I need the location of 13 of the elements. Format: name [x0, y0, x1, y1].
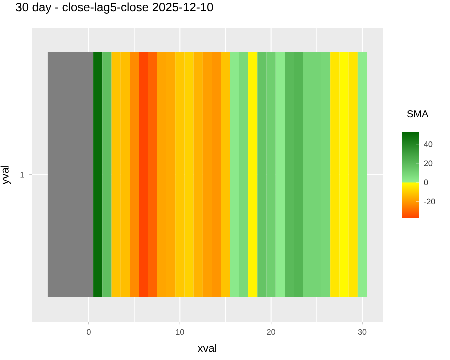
color-bar-label: 0: [424, 180, 428, 186]
x-tick-label: 30: [358, 329, 367, 336]
color-bar-label: 20: [424, 160, 433, 166]
x-tick-label: 0: [87, 329, 91, 336]
color-bar-label: -20: [424, 198, 436, 205]
x-tick-label: 10: [176, 329, 184, 336]
y-tick-label: 1: [20, 172, 24, 178]
x-tick-label: 20: [267, 329, 276, 336]
x-axis-title: xval: [198, 344, 216, 352]
color-bar-title: SMA: [407, 110, 429, 118]
y-axis-title: yval: [0, 166, 12, 185]
chart-title: 30 day - close-lag5-close 2025-12-10: [16, 2, 214, 14]
color-bar-label: 40: [424, 142, 433, 148]
